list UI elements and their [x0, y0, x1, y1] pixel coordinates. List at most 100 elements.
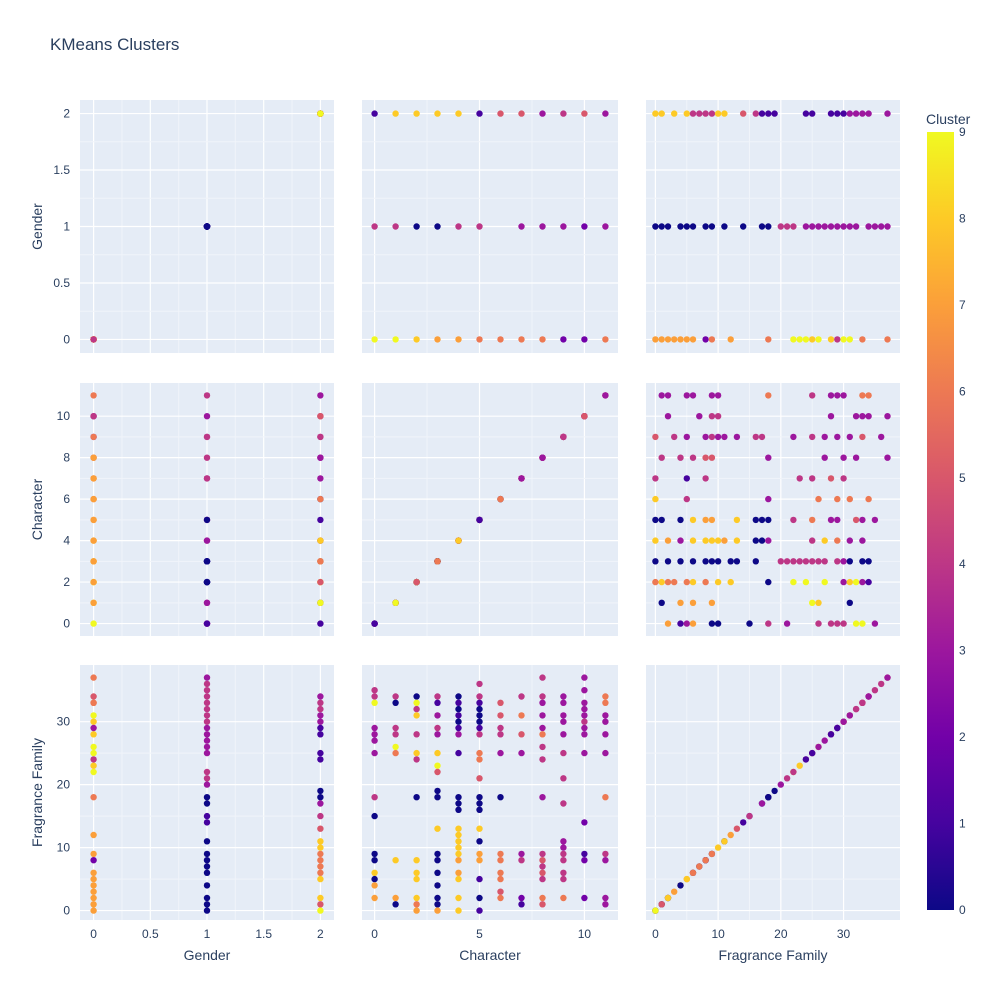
scatter-point	[714, 392, 722, 399]
panels-group: 00.511.52Gender0246810Character0102030Fr…	[29, 100, 900, 963]
scatter-point	[476, 838, 483, 845]
scatter-point	[677, 516, 684, 524]
scatter-point	[652, 578, 659, 586]
scatter-point	[802, 336, 810, 343]
scatter-point	[539, 875, 546, 883]
scatter-point	[560, 857, 567, 864]
scatter-point	[392, 599, 399, 606]
scatter-point	[203, 674, 211, 681]
scatter-point	[317, 392, 324, 399]
scatter-point	[758, 223, 766, 230]
scatter-point	[560, 850, 567, 858]
scatter-point	[413, 336, 420, 343]
scatter-point	[689, 578, 697, 586]
scatter-point	[671, 433, 678, 441]
scatter-point	[476, 705, 483, 713]
scatter-point	[203, 882, 211, 889]
scatter-point	[539, 110, 546, 117]
scatter-point	[859, 578, 866, 586]
scatter-point	[539, 850, 546, 858]
scatter-point	[821, 433, 828, 441]
scatter-point	[413, 712, 420, 719]
scatter-point	[560, 718, 567, 725]
scatter-point	[539, 336, 546, 343]
scatter-point	[765, 495, 772, 503]
scatter-point	[539, 756, 546, 763]
points	[371, 110, 609, 343]
scatter-point	[518, 223, 525, 230]
scatter-point	[413, 901, 420, 908]
scatter-point	[497, 850, 504, 858]
scatter-point	[602, 850, 609, 858]
scatter-point	[90, 699, 97, 706]
scatter-point	[317, 705, 324, 713]
scatter-point	[90, 850, 97, 858]
scatter-point	[859, 392, 866, 399]
scatter-point	[497, 794, 504, 801]
scatter-point	[413, 699, 420, 706]
scatter-point	[708, 413, 716, 420]
scatter-point	[90, 454, 97, 461]
scatter-point	[539, 699, 546, 706]
scatter-point	[758, 537, 766, 544]
scatter-point	[203, 819, 211, 826]
scatter-point	[765, 620, 772, 627]
scatter-point	[689, 537, 697, 544]
scatter-point	[90, 392, 97, 399]
scatter-point	[560, 775, 567, 782]
scatter-point	[708, 516, 716, 524]
scatter-point	[371, 724, 378, 732]
scatter-point	[539, 794, 546, 801]
scatter-point	[664, 578, 672, 586]
x-tick-label: 1	[204, 927, 211, 941]
y-tick-label: 10	[57, 841, 71, 855]
scatter-point	[317, 731, 324, 738]
scatter-point	[652, 495, 659, 503]
scatter-point	[809, 336, 816, 343]
scatter-point	[539, 674, 546, 681]
y-tick-label: 0	[63, 332, 70, 346]
scatter-point	[413, 749, 420, 757]
scatter-point	[846, 712, 853, 719]
scatter-point	[203, 578, 211, 586]
scatter-point	[317, 712, 324, 719]
scatter-point	[852, 578, 860, 586]
points	[652, 674, 891, 914]
scatter-point	[203, 894, 211, 902]
panel-character-vs-character	[362, 383, 618, 636]
scatter-point	[90, 743, 97, 751]
scatter-point	[652, 537, 659, 544]
scatter-point	[434, 724, 441, 732]
scatter-point	[476, 724, 483, 732]
scatter-point	[733, 433, 741, 441]
scatter-point	[677, 454, 684, 461]
scatter-point	[581, 223, 588, 230]
scatter-point	[560, 749, 567, 757]
scatter-point	[476, 731, 483, 738]
scatter-point	[809, 516, 816, 524]
x-tick-label: 0	[90, 927, 97, 941]
scatter-point	[602, 110, 609, 117]
x-tick-label: 5	[476, 927, 483, 941]
scatter-point	[702, 516, 709, 524]
scatter-point	[708, 433, 716, 441]
scatter-point	[827, 620, 835, 627]
scatter-point	[203, 475, 211, 482]
scatter-point	[765, 794, 772, 801]
scatter-point	[581, 749, 588, 757]
scatter-point	[865, 495, 872, 503]
scatter-point	[455, 336, 462, 343]
scatter-point	[677, 882, 684, 889]
scatter-point	[859, 336, 866, 343]
scatter-point	[455, 724, 462, 732]
scatter-point	[434, 336, 441, 343]
scatter-point	[413, 794, 420, 801]
scatter-point	[203, 743, 211, 751]
scatter-point	[476, 800, 483, 807]
scatter-point	[689, 599, 697, 606]
scatter-point	[539, 869, 546, 876]
scatter-point	[765, 516, 772, 524]
colorbar-tick-label: 1	[959, 817, 966, 831]
scatter-point	[518, 901, 525, 908]
scatter-point	[783, 775, 791, 782]
